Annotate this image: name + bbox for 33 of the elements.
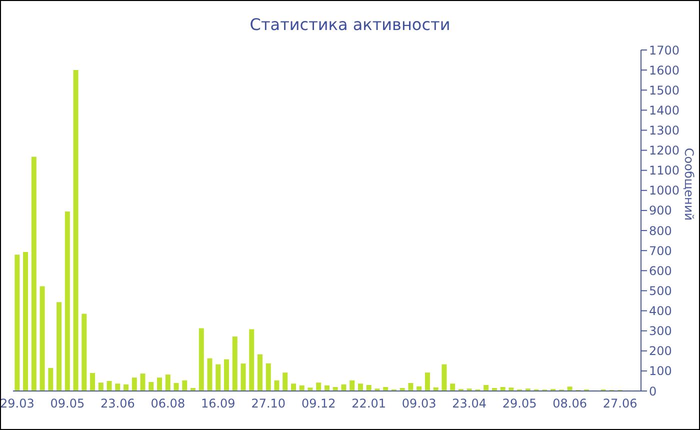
y-tick-label: 700 (649, 244, 672, 258)
x-tick-label: 27.10 (251, 396, 286, 411)
y-tick-label: 1300 (649, 123, 680, 138)
x-tick-label: 27.06 (602, 396, 638, 411)
x-tick-label: 29.03 (0, 396, 34, 411)
y-tick-label: 100 (649, 364, 672, 378)
chart-title: Статистика активности (248, 15, 452, 34)
y-tick-label: 1600 (649, 63, 680, 78)
x-tick-label: 09.12 (301, 396, 336, 411)
y-tick-label: 400 (649, 304, 672, 318)
x-tick-label: 23.04 (452, 396, 487, 411)
x-tick-label: 22.01 (352, 396, 386, 411)
y-tick-label: 0 (649, 384, 657, 398)
x-tick-label: 16.09 (200, 396, 236, 411)
y-tick-label: 1400 (649, 103, 680, 118)
y-axis-title: Сообщений (682, 148, 696, 220)
y-tick-label: 1500 (649, 83, 680, 98)
y-tick-label: 600 (649, 264, 672, 278)
x-tick-label: 23.06 (100, 396, 135, 411)
y-tick-label: 1100 (649, 164, 680, 178)
y-tick-label: 1700 (649, 43, 680, 58)
x-tick-label: 06.08 (150, 396, 186, 411)
x-tick-label: 09.03 (402, 396, 436, 411)
x-tick-label: 08.06 (552, 396, 588, 411)
y-tick-label: 800 (649, 224, 672, 238)
y-tick-label: 300 (649, 324, 672, 338)
y-tick-label: 900 (649, 204, 672, 218)
y-tick-label: 1200 (649, 144, 680, 158)
x-tick-label: 29.05 (502, 396, 537, 411)
y-tick-label: 200 (649, 344, 672, 358)
x-tick-label: 09.05 (50, 396, 85, 411)
y-tick-label: 1000 (649, 184, 680, 198)
y-tick-label: 500 (649, 284, 672, 298)
